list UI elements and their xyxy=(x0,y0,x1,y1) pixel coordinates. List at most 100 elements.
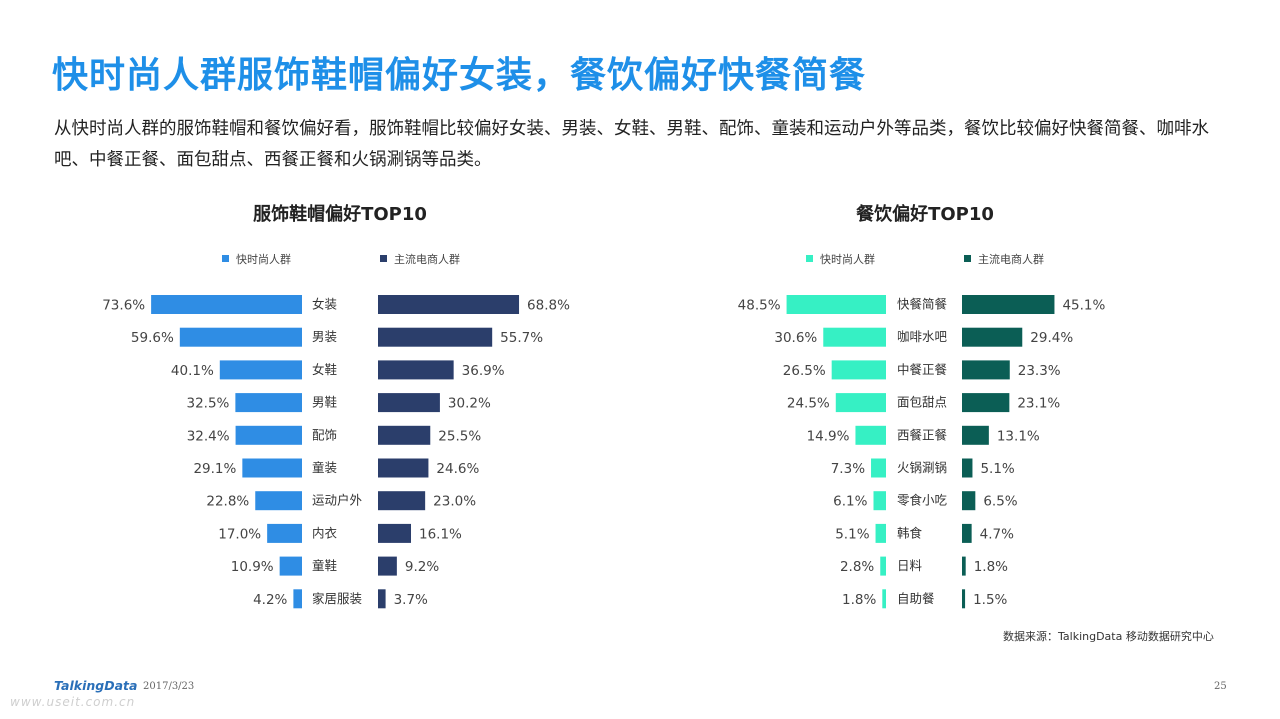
apparel-bar-fashion xyxy=(219,360,302,380)
apparel-category-label: 童装 xyxy=(312,460,337,475)
apparel-category-label: 女装 xyxy=(312,297,337,312)
apparel-value-label-fashion: 29.1% xyxy=(193,461,236,477)
dining-category-label: 咖啡水吧 xyxy=(897,329,948,344)
apparel-legend-label-mainstream: 主流电商人群 xyxy=(394,252,460,266)
dining-bar-mainstream xyxy=(962,295,1055,314)
dining-bar-fashion xyxy=(880,556,886,576)
apparel-value-label-fashion: 59.6% xyxy=(131,330,174,346)
apparel-bar-fashion xyxy=(255,491,302,511)
dining-bar-mainstream xyxy=(962,425,989,445)
dining-category-label: 中餐正餐 xyxy=(897,362,948,377)
apparel-value-label-fashion: 4.2% xyxy=(253,592,287,608)
dining-value-label-fashion: 5.1% xyxy=(835,526,869,542)
dining-bar-fashion xyxy=(871,458,886,478)
dining-value-label-fashion: 48.5% xyxy=(738,298,781,314)
dining-value-label-mainstream: 13.1% xyxy=(997,428,1040,444)
dining-category-label: 日料 xyxy=(897,558,923,573)
apparel-bar-fashion xyxy=(279,556,302,576)
talkingdata-logo: TalkingData xyxy=(54,678,138,693)
apparel-bar-mainstream xyxy=(378,425,431,445)
dining-bar-fashion xyxy=(855,425,886,445)
dining-category-label: 快餐简餐 xyxy=(897,297,948,312)
dining-bar-mainstream xyxy=(962,360,1010,380)
apparel-value-label-mainstream: 23.0% xyxy=(433,494,476,510)
apparel-category-label: 运动户外 xyxy=(312,493,363,508)
apparel-bar-mainstream xyxy=(378,295,520,314)
dining-value-label-fashion: 30.6% xyxy=(774,330,817,346)
dining-category-label: 西餐正餐 xyxy=(897,427,948,442)
dining-value-label-fashion: 7.3% xyxy=(831,461,865,477)
apparel-category-label: 男装 xyxy=(312,329,337,344)
apparel-category-label: 女鞋 xyxy=(312,362,338,377)
apparel-legend-swatch-fashion xyxy=(222,255,229,262)
dining-legend-label-fashion: 快时尚人群 xyxy=(820,252,875,266)
dining-category-label: 韩食 xyxy=(897,525,923,540)
dining-category-label: 零食小吃 xyxy=(897,493,948,508)
apparel-value-label-fashion: 32.4% xyxy=(187,428,230,444)
apparel-bar-mainstream xyxy=(378,556,397,576)
dining-bar-mainstream xyxy=(962,589,966,609)
apparel-bar-mainstream xyxy=(378,393,440,413)
apparel-chart-title: 服饰鞋帽偏好TOP10 xyxy=(253,204,427,225)
dining-bar-fashion xyxy=(882,589,886,609)
dining-bar-fashion xyxy=(835,393,886,413)
dining-bar-fashion xyxy=(823,327,886,347)
footer-date: 2017/3/23 xyxy=(143,681,195,692)
dining-value-label-mainstream: 23.3% xyxy=(1018,363,1061,379)
dining-chart-title: 餐饮偏好TOP10 xyxy=(856,204,994,225)
apparel-value-label-mainstream: 30.2% xyxy=(448,396,491,412)
dining-value-label-fashion: 26.5% xyxy=(783,363,826,379)
apparel-bar-fashion xyxy=(151,295,302,314)
apparel-bar-fashion xyxy=(242,458,302,478)
dining-value-label-mainstream: 29.4% xyxy=(1030,330,1073,346)
dining-legend-label-mainstream: 主流电商人群 xyxy=(978,252,1044,266)
dining-value-label-fashion: 24.5% xyxy=(787,396,830,412)
dining-bar-mainstream xyxy=(962,491,976,511)
dining-value-label-mainstream: 45.1% xyxy=(1062,298,1105,314)
apparel-category-label: 内衣 xyxy=(312,525,338,540)
dining-category-label: 火锅涮锅 xyxy=(897,460,947,475)
apparel-category-label: 男鞋 xyxy=(312,395,338,410)
apparel-value-label-fashion: 17.0% xyxy=(218,526,261,542)
page-description: 从快时尚人群的服饰鞋帽和餐饮偏好看，服饰鞋帽比较偏好女装、男装、女鞋、男鞋、配饰… xyxy=(54,119,1209,170)
apparel-bar-mainstream xyxy=(378,458,429,478)
dining-category-label: 面包甜点 xyxy=(897,395,947,410)
apparel-value-label-mainstream: 3.7% xyxy=(394,592,428,608)
apparel-value-label-mainstream: 68.8% xyxy=(527,298,570,314)
dining-value-label-mainstream: 5.1% xyxy=(980,461,1014,477)
apparel-bar-mainstream xyxy=(378,589,386,609)
dining-value-label-mainstream: 1.8% xyxy=(974,559,1008,575)
apparel-bar-fashion xyxy=(235,425,302,445)
dining-bar-fashion xyxy=(786,295,886,314)
dining-value-label-fashion: 1.8% xyxy=(842,592,876,608)
apparel-value-label-fashion: 32.5% xyxy=(186,396,229,412)
apparel-bar-mainstream xyxy=(378,523,412,543)
dining-value-label-mainstream: 6.5% xyxy=(983,494,1017,510)
apparel-bar-fashion xyxy=(179,327,302,347)
dining-value-label-mainstream: 1.5% xyxy=(973,592,1007,608)
apparel-legend-swatch-mainstream xyxy=(380,255,387,262)
dining-value-label-fashion: 6.1% xyxy=(833,494,867,510)
apparel-category-label: 家居服装 xyxy=(312,591,362,606)
apparel-value-label-mainstream: 9.2% xyxy=(405,559,439,575)
apparel-value-label-fashion: 10.9% xyxy=(231,559,274,575)
dining-bar-mainstream xyxy=(962,393,1010,413)
dining-bar-mainstream xyxy=(962,458,973,478)
dining-value-label-fashion: 2.8% xyxy=(840,559,874,575)
dining-bar-mainstream xyxy=(962,556,966,576)
data-source: 数据来源：TalkingData 移动数据研究中心 xyxy=(1003,630,1214,643)
dining-bar-fashion xyxy=(873,491,886,511)
apparel-legend-label-fashion: 快时尚人群 xyxy=(236,252,291,266)
apparel-value-label-fashion: 22.8% xyxy=(206,494,249,510)
page-number: 25 xyxy=(1214,681,1227,692)
page-title: 快时尚人群服饰鞋帽偏好女装，餐饮偏好快餐简餐 xyxy=(52,55,867,96)
dining-category-label: 自助餐 xyxy=(897,591,935,606)
dining-bar-fashion xyxy=(875,523,886,543)
apparel-bar-fashion xyxy=(267,523,302,543)
dining-bar-mainstream xyxy=(962,523,972,543)
apparel-bar-mainstream xyxy=(378,491,426,511)
dining-value-label-mainstream: 23.1% xyxy=(1017,396,1060,412)
apparel-bar-fashion xyxy=(235,393,302,413)
apparel-bar-mainstream xyxy=(378,360,454,380)
